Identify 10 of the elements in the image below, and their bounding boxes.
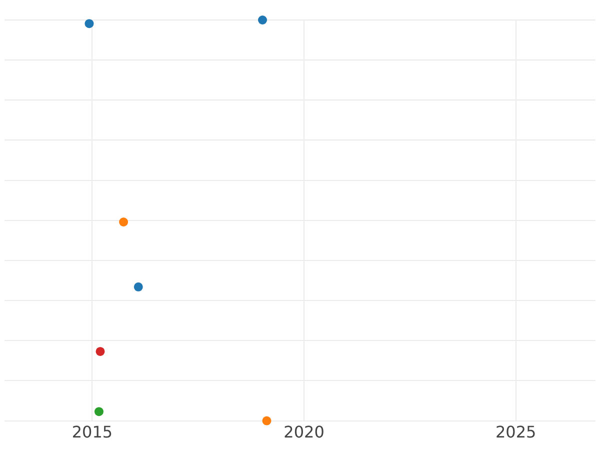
point — [262, 416, 272, 426]
point — [96, 346, 105, 356]
x-tick-label: 2025 — [495, 422, 536, 442]
point — [94, 407, 104, 416]
point — [84, 19, 94, 28]
point — [258, 16, 268, 24]
x-tick-label: 2015 — [72, 422, 113, 442]
x-tick-label: 2020 — [284, 422, 324, 442]
point — [134, 282, 143, 292]
point — [119, 218, 128, 227]
